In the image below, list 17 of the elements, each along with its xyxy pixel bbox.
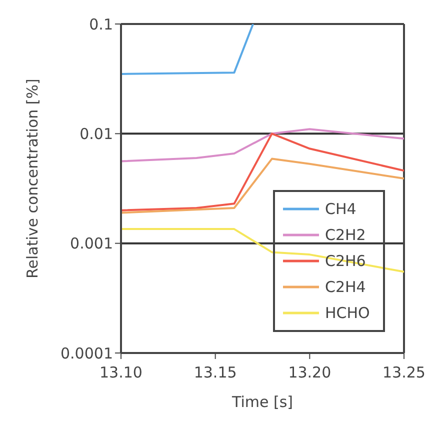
x-axis-title: Time [s]: [231, 393, 293, 411]
line-series: [121, 128, 404, 162]
x-tick-label: 13.15: [194, 364, 237, 382]
legend-label: HCHO: [325, 304, 370, 322]
x-tick-label: 13.25: [382, 364, 426, 382]
x-tick-label: 13.20: [288, 364, 332, 382]
legend-label: C2H2: [325, 226, 366, 244]
line-series: [121, 158, 404, 214]
legend-label: C2H4: [325, 278, 366, 296]
y-tick-label: 0.01: [80, 124, 113, 143]
line-series: [121, 228, 404, 273]
y-tick-label: 0.1: [89, 15, 113, 34]
x-tick-label: 13.10: [100, 364, 142, 382]
y-tick-label: 0.001: [70, 234, 113, 253]
legend-label: CH4: [325, 200, 356, 218]
y-tick-label: 0.0001: [60, 344, 113, 362]
y-axis-title: Relative concentration [%]: [23, 78, 42, 278]
